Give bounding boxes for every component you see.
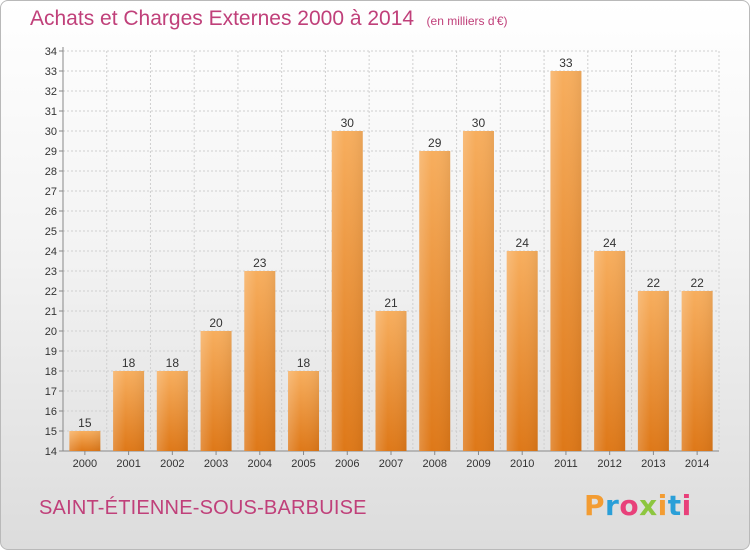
x-tick-label: 2012 [597, 458, 621, 470]
y-tick-label: 22 [45, 286, 57, 298]
data-label: 20 [209, 316, 223, 330]
logo-letter: t [667, 489, 682, 522]
x-tick-label: 2014 [685, 458, 709, 470]
logo-letter: P [584, 489, 606, 522]
x-tick-label: 2003 [204, 458, 228, 470]
data-label: 30 [472, 116, 486, 130]
x-tick-label: 2004 [248, 458, 272, 470]
x-tick-label: 2013 [641, 458, 665, 470]
data-label: 24 [516, 236, 530, 250]
commune-name: SAINT-ÉTIENNE-SOUS-BARBUISE [39, 497, 367, 519]
y-tick-label: 21 [45, 306, 57, 318]
proxiti-logo[interactable]: Proxiti [584, 489, 692, 522]
y-tick-label: 24 [45, 246, 57, 258]
bar-shade [506, 251, 538, 451]
bar-shade [244, 271, 276, 451]
bar-shade [331, 131, 363, 451]
bar-shade [419, 151, 451, 451]
x-tick-label: 2008 [422, 458, 446, 470]
bar-shade [288, 371, 320, 451]
data-label: 30 [341, 116, 355, 130]
logo-letter: r [605, 489, 620, 522]
y-tick-label: 27 [45, 186, 57, 198]
axis-layer: 14 15 16 17 18 19 20 21 22 23 24 25 26 27 28 29 30 31 32 33… [45, 46, 719, 470]
y-tick-label: 15 [45, 426, 57, 438]
title-row: Achats et Charges Externes 2000 à 2014 (… [30, 7, 508, 31]
logo-letter: x [639, 489, 658, 522]
bar-shade [69, 431, 101, 451]
x-tick-label: 2007 [379, 458, 403, 470]
data-label: 22 [647, 276, 661, 290]
bar-layer [69, 71, 713, 451]
data-label: 33 [559, 56, 573, 70]
y-tick-label: 26 [45, 206, 57, 218]
chart-title: Achats et Charges Externes 2000 à 2014 [30, 7, 415, 30]
data-label: 18 [166, 356, 180, 370]
y-tick-label: 23 [45, 266, 57, 278]
y-tick-label: 16 [45, 406, 57, 418]
x-tick-label: 2000 [73, 458, 97, 470]
y-tick-label: 34 [45, 46, 57, 58]
y-tick-label: 19 [45, 346, 57, 358]
bar-shade [156, 371, 188, 451]
bar-shade [637, 291, 669, 451]
data-label: 22 [690, 276, 704, 290]
chart-subtitle: (en milliers d'€) [426, 14, 508, 28]
y-tick-label: 28 [45, 166, 57, 178]
logo-letter: i [657, 489, 668, 522]
x-tick-label: 2011 [554, 458, 578, 470]
x-tick-label: 2006 [335, 458, 359, 470]
data-label: 21 [384, 296, 398, 310]
logo-letter: o [619, 489, 640, 522]
y-tick-label: 32 [45, 86, 57, 98]
y-tick-label: 33 [45, 66, 57, 78]
y-tick-label: 18 [45, 366, 57, 378]
label-layer: 15 18 18 20 23 18 30 21 29 30 24 33 24 22 22 [78, 56, 704, 430]
y-tick-label: 17 [45, 386, 57, 398]
bar-shade [113, 371, 145, 451]
y-tick-label: 30 [45, 126, 57, 138]
bar-shade [550, 71, 582, 451]
bar-shade [462, 131, 494, 451]
y-tick-label: 14 [45, 446, 57, 458]
x-tick-label: 2005 [291, 458, 315, 470]
y-tick-label: 20 [45, 326, 57, 338]
y-tick-label: 31 [45, 106, 57, 118]
data-label: 18 [297, 356, 311, 370]
bar-shade [200, 331, 232, 451]
bar-shade [594, 251, 626, 451]
data-label: 24 [603, 236, 617, 250]
logo-letter: i [681, 489, 692, 522]
x-tick-label: 2009 [466, 458, 490, 470]
x-tick-label: 2002 [160, 458, 184, 470]
bar-shade [681, 291, 713, 451]
data-label: 23 [253, 256, 267, 270]
x-tick-label: 2001 [116, 458, 140, 470]
data-label: 29 [428, 136, 442, 150]
y-tick-label: 29 [45, 146, 57, 158]
data-label: 18 [122, 356, 136, 370]
y-tick-label: 25 [45, 226, 57, 238]
x-tick-label: 2010 [510, 458, 534, 470]
bar-shade [375, 311, 407, 451]
data-label: 15 [78, 416, 92, 430]
